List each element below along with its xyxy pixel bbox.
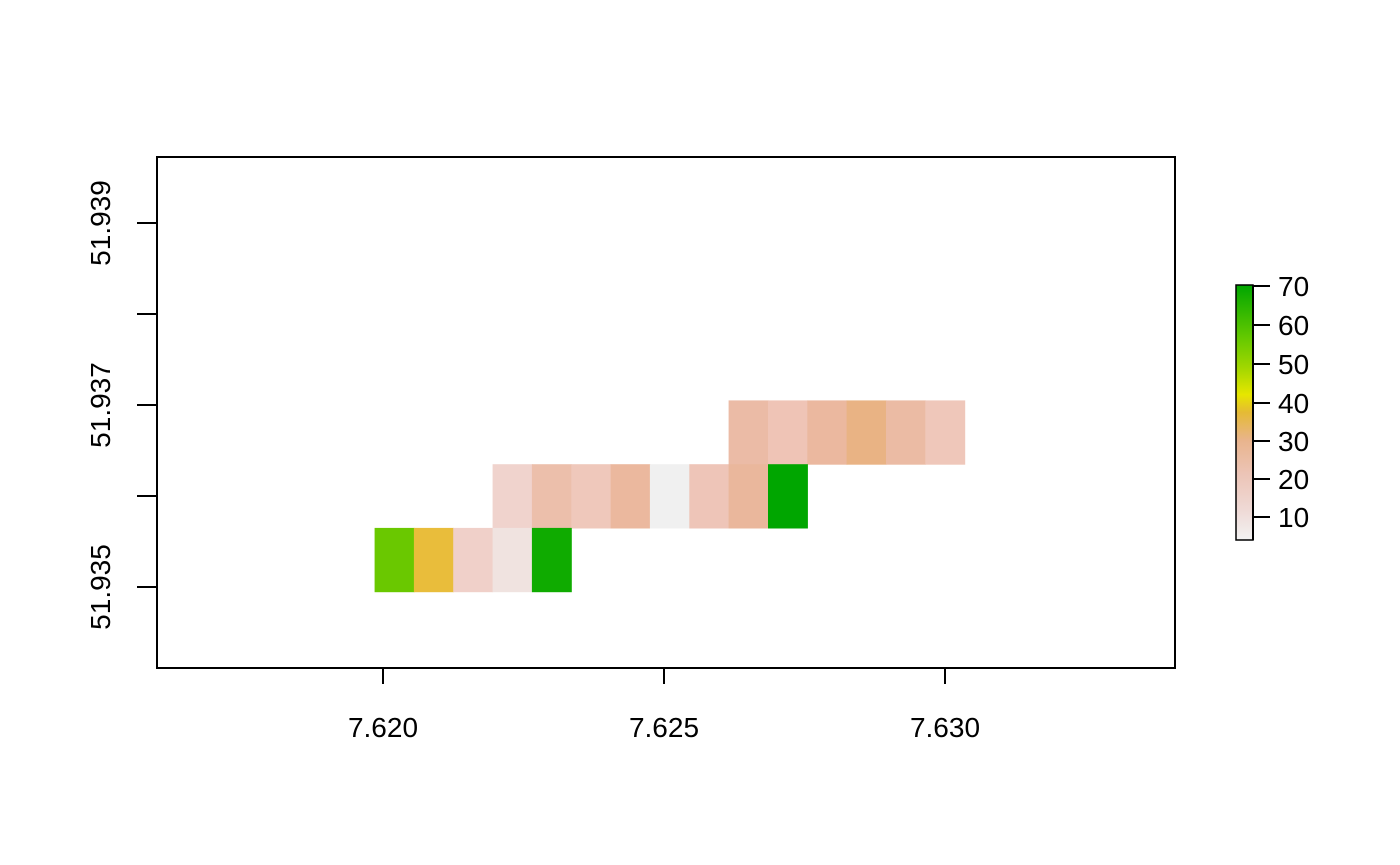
colorbar-tick-label: 50 [1278,349,1309,380]
raster-cell [768,464,808,529]
raster-cell [610,464,651,529]
y-axis: 51.935 51.937 51.939 [85,180,157,630]
colorbar-ticks: 10 20 30 40 50 60 70 [1253,271,1309,533]
colorbar-legend: 10 20 30 40 50 60 70 [1235,271,1309,541]
y-tick-label: 51.939 [85,180,116,266]
colorbar-tick-label: 70 [1278,271,1309,302]
raster-cells [374,400,966,593]
x-tick-label: 7.630 [910,712,980,743]
colorbar-gradient [1235,284,1254,541]
raster-cell [728,400,769,465]
raster-cell [925,400,966,465]
raster-cell [768,400,808,465]
raster-cell [492,527,533,593]
colorbar-tick-label: 30 [1278,426,1309,457]
colorbar-tick-label: 10 [1278,502,1309,533]
raster-cell [453,527,494,593]
raster-cell [807,400,848,465]
raster-cell [531,527,572,593]
x-tick-label: 7.625 [629,712,699,743]
raster-cell [846,400,887,465]
raster-cell [492,464,533,529]
raster-cell [531,464,572,529]
raster-cell [649,464,690,529]
colorbar-tick-label: 60 [1278,310,1309,341]
raster-cell [571,464,612,529]
y-tick-label: 51.937 [85,362,116,448]
x-tick-label: 7.620 [348,712,418,743]
x-axis: 7.620 7.625 7.630 [348,668,980,743]
raster-cell [413,527,454,593]
raster-cell [689,464,730,529]
colorbar-tick-label: 20 [1278,464,1309,495]
y-tick-label: 51.935 [85,544,116,630]
raster-cell [374,527,415,593]
raster-cell [886,400,926,465]
raster-cell [728,464,769,529]
colorbar-tick-label: 40 [1278,388,1309,419]
plot-frame [156,156,1176,669]
